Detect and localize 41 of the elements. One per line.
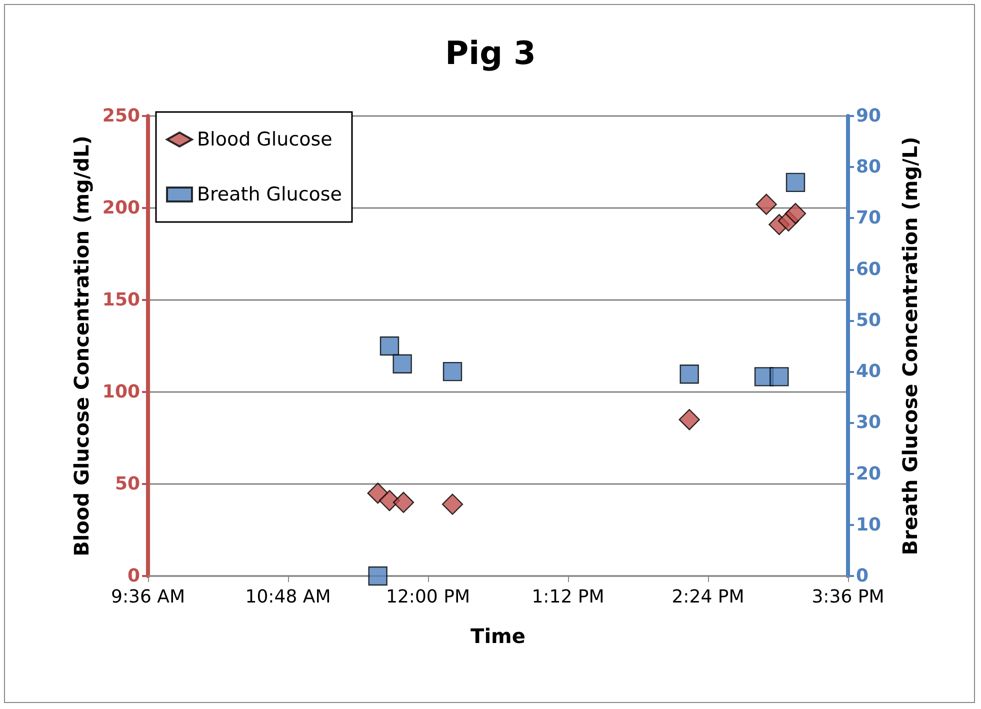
x-tick-label: 2:24 PM <box>672 586 744 608</box>
point <box>380 336 400 356</box>
point <box>770 367 789 386</box>
y2-tick-label: 20 <box>856 463 882 484</box>
y2-tick-label: 60 <box>856 258 882 280</box>
x-tick-label: 3:36 PM <box>812 586 884 608</box>
y-tick-label: 100 <box>102 382 140 402</box>
x-tick-label: 1:12 PM <box>532 586 604 608</box>
point <box>756 194 777 215</box>
y2-tick-label: 30 <box>856 412 882 434</box>
point <box>367 482 388 504</box>
x-tick-label: 10:48 AM <box>245 586 331 608</box>
point <box>368 566 388 586</box>
y2-tick-label: 50 <box>856 310 882 331</box>
x-tick-label: 9:36 AM <box>111 586 185 608</box>
y2-tick-label: 0 <box>856 566 869 586</box>
y2-tick-label: 70 <box>856 208 882 229</box>
y-tick-label: 150 <box>102 290 140 310</box>
y2-axis-title: Breath Glucose Concentration (mg/L) <box>898 136 922 556</box>
chart-title: Pig 3 <box>445 34 536 72</box>
y-tick-label: 0 <box>127 566 140 586</box>
y2-tick-label: 90 <box>856 106 882 126</box>
point <box>678 409 700 430</box>
x-axis-title: Time <box>470 624 526 648</box>
point <box>392 354 412 374</box>
y2-tick-label: 80 <box>856 156 882 178</box>
legend-label: Breath Glucose <box>197 184 342 206</box>
y-tick-label: 50 <box>114 474 140 494</box>
y-tick-label: 250 <box>102 106 140 126</box>
legend-label: Blood Glucose <box>197 128 332 150</box>
y-tick-label: 200 <box>102 198 140 218</box>
point <box>392 492 414 513</box>
point <box>680 364 699 384</box>
point <box>442 362 462 382</box>
point <box>442 494 464 515</box>
point <box>784 202 806 224</box>
y-axis-title: Blood Glucose Concentration (mg/dL) <box>70 136 94 556</box>
y2-tick-label: 40 <box>856 361 882 382</box>
y2-tick-label: 10 <box>856 514 882 536</box>
point <box>786 172 806 192</box>
x-tick-label: 12:00 PM <box>386 586 470 608</box>
